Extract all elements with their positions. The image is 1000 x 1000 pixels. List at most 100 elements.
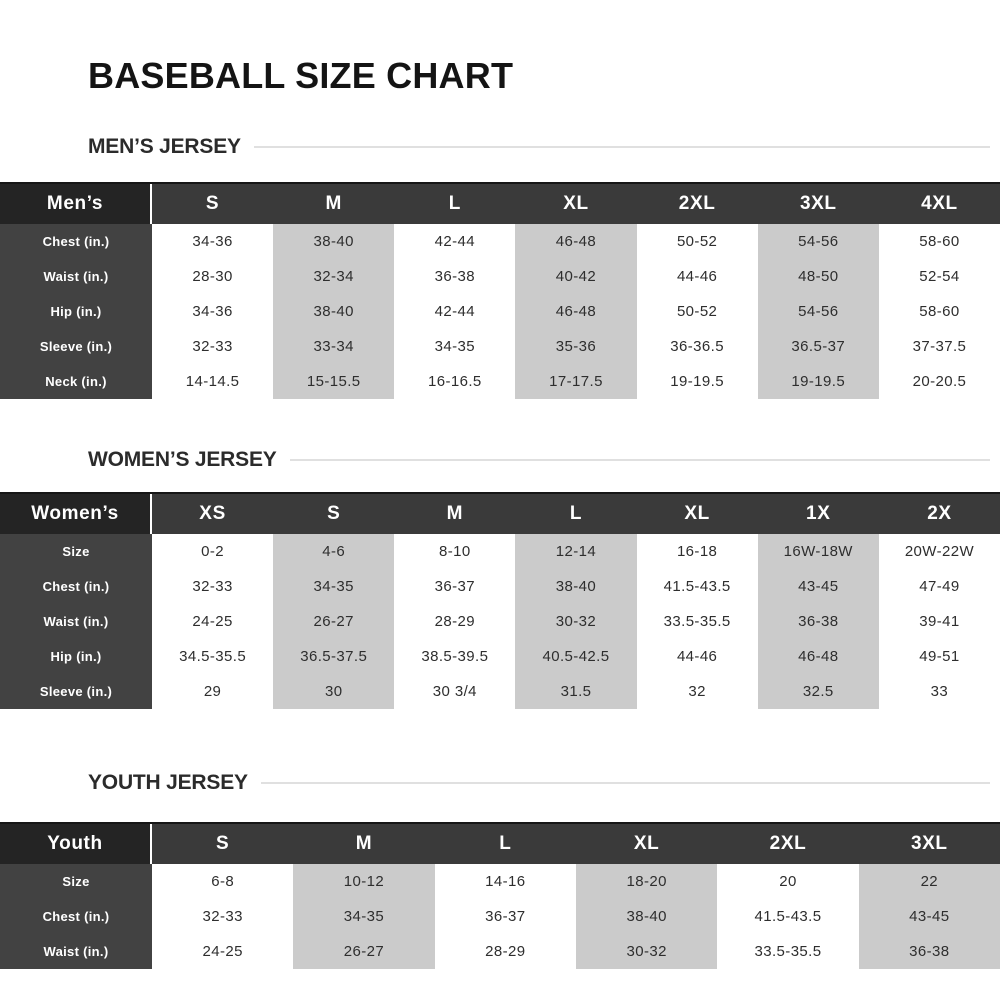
data-cell: 36-38 — [394, 259, 516, 294]
data-cell: 34-35 — [293, 899, 435, 934]
data-cell: 40-42 — [515, 259, 637, 294]
data-cell: 38.5-39.5 — [394, 639, 516, 674]
data-cell: 20 — [717, 864, 859, 899]
column-header-m: M — [394, 494, 516, 534]
heading-rule — [260, 782, 990, 784]
data-cell: 34-35 — [394, 329, 516, 364]
column-header-l: L — [434, 824, 576, 864]
data-cell: 20W-22W — [878, 534, 1000, 569]
data-cell: 48-50 — [757, 259, 879, 294]
column-header-xs: XS — [152, 494, 274, 534]
data-cell: 38-40 — [575, 899, 718, 934]
column-header-3xl: 3XL — [858, 824, 1000, 864]
section-heading: YOUTH JERSEY — [88, 771, 248, 794]
data-cell: 42-44 — [394, 224, 516, 259]
data-cell: 28-30 — [152, 259, 274, 294]
corner-cell: Youth — [0, 824, 152, 864]
data-cell: 54-56 — [757, 294, 879, 329]
column-header-1x: 1X — [757, 494, 879, 534]
data-cell: 26-27 — [293, 934, 435, 969]
data-cell: 30-32 — [575, 934, 718, 969]
data-cell: 26-27 — [273, 604, 395, 639]
data-cell: 24-25 — [152, 604, 274, 639]
column-header-s: S — [273, 494, 395, 534]
column-header-xl: XL — [575, 824, 718, 864]
data-cell: 36-37 — [394, 569, 516, 604]
column-header-l: L — [394, 184, 516, 224]
data-cell: 47-49 — [878, 569, 1000, 604]
row-label-size: Size — [0, 864, 152, 899]
data-cell: 34-36 — [152, 224, 274, 259]
data-cell: 31.5 — [515, 674, 637, 709]
data-cell: 36.5-37.5 — [273, 639, 395, 674]
data-cell: 44-46 — [636, 259, 758, 294]
column-header-4xl: 4XL — [878, 184, 1000, 224]
corner-cell: Men’s — [0, 184, 152, 224]
data-cell: 17-17.5 — [515, 364, 637, 399]
data-cell: 32-33 — [152, 569, 274, 604]
data-cell: 28-29 — [434, 934, 576, 969]
row-label-neck-in: Neck (in.) — [0, 364, 152, 399]
data-cell: 33.5-35.5 — [636, 604, 758, 639]
column-header-2x: 2X — [878, 494, 1000, 534]
data-cell: 39-41 — [878, 604, 1000, 639]
section-heading-row: MEN’S JERSEY — [88, 134, 990, 160]
row-label-sleeve-in: Sleeve (in.) — [0, 329, 152, 364]
column-header-l: L — [515, 494, 637, 534]
data-cell: 41.5-43.5 — [636, 569, 758, 604]
size-table-women-s-jersey: Women’s XS S M L XL 1X 2X Size 0-2 4-6 8-10 12-14 16-… — [0, 492, 1000, 709]
column-header-xl: XL — [636, 494, 758, 534]
section-heading-row: YOUTH JERSEY — [88, 770, 990, 796]
data-cell: 40.5-42.5 — [515, 639, 637, 674]
row-label-chest-in: Chest (in.) — [0, 899, 152, 934]
data-cell: 38-40 — [273, 224, 395, 259]
data-cell: 38-40 — [273, 294, 395, 329]
column-header-2xl: 2XL — [636, 184, 758, 224]
data-cell: 54-56 — [757, 224, 879, 259]
column-header-s: S — [152, 824, 294, 864]
data-cell: 30 — [273, 674, 395, 709]
data-cell: 34-36 — [152, 294, 274, 329]
data-cell: 24-25 — [152, 934, 294, 969]
data-cell: 32-34 — [273, 259, 395, 294]
data-cell: 33.5-35.5 — [717, 934, 859, 969]
heading-rule — [253, 146, 990, 148]
data-cell: 32 — [636, 674, 758, 709]
data-cell: 36-38 — [757, 604, 879, 639]
section-youth-jersey: YOUTH JERSEY Youth S M L XL 2XL 3XL Size 6-8 10-12… — [0, 770, 1000, 969]
data-cell: 52-54 — [878, 259, 1000, 294]
heading-rule — [289, 459, 990, 461]
section-heading: WOMEN’S JERSEY — [88, 448, 277, 471]
data-cell: 19-19.5 — [757, 364, 879, 399]
data-cell: 42-44 — [394, 294, 516, 329]
data-cell: 46-48 — [515, 294, 637, 329]
data-cell: 6-8 — [152, 864, 294, 899]
row-label-hip-in: Hip (in.) — [0, 294, 152, 329]
data-cell: 46-48 — [757, 639, 879, 674]
data-cell: 34-35 — [273, 569, 395, 604]
row-label-chest-in: Chest (in.) — [0, 224, 152, 259]
section-heading-row: WOMEN’S JERSEY — [88, 447, 990, 473]
data-cell: 36-37 — [434, 899, 576, 934]
data-cell: 29 — [152, 674, 274, 709]
row-label-waist-in: Waist (in.) — [0, 604, 152, 639]
data-cell: 58-60 — [878, 224, 1000, 259]
column-header-m: M — [293, 824, 435, 864]
sections: MEN’S JERSEY Men’s S M L XL 2XL 3XL 4XL Chest (in… — [0, 134, 1000, 969]
data-cell: 16-18 — [636, 534, 758, 569]
data-cell: 15-15.5 — [273, 364, 395, 399]
section-men-s-jersey: MEN’S JERSEY Men’s S M L XL 2XL 3XL 4XL Chest (in… — [0, 134, 1000, 399]
data-cell: 30 3/4 — [394, 674, 516, 709]
data-cell: 30-32 — [515, 604, 637, 639]
data-cell: 38-40 — [515, 569, 637, 604]
data-cell: 19-19.5 — [636, 364, 758, 399]
data-cell: 16-16.5 — [394, 364, 516, 399]
data-cell: 37-37.5 — [878, 329, 1000, 364]
row-label-hip-in: Hip (in.) — [0, 639, 152, 674]
data-cell: 50-52 — [636, 294, 758, 329]
data-cell: 32-33 — [152, 899, 294, 934]
section-women-s-jersey: WOMEN’S JERSEY Women’s XS S M L XL 1X 2X Size 0-2 4… — [0, 447, 1000, 709]
size-table-men-s-jersey: Men’s S M L XL 2XL 3XL 4XL Chest (in.) 34-36 38-40… — [0, 182, 1000, 399]
row-label-waist-in: Waist (in.) — [0, 259, 152, 294]
